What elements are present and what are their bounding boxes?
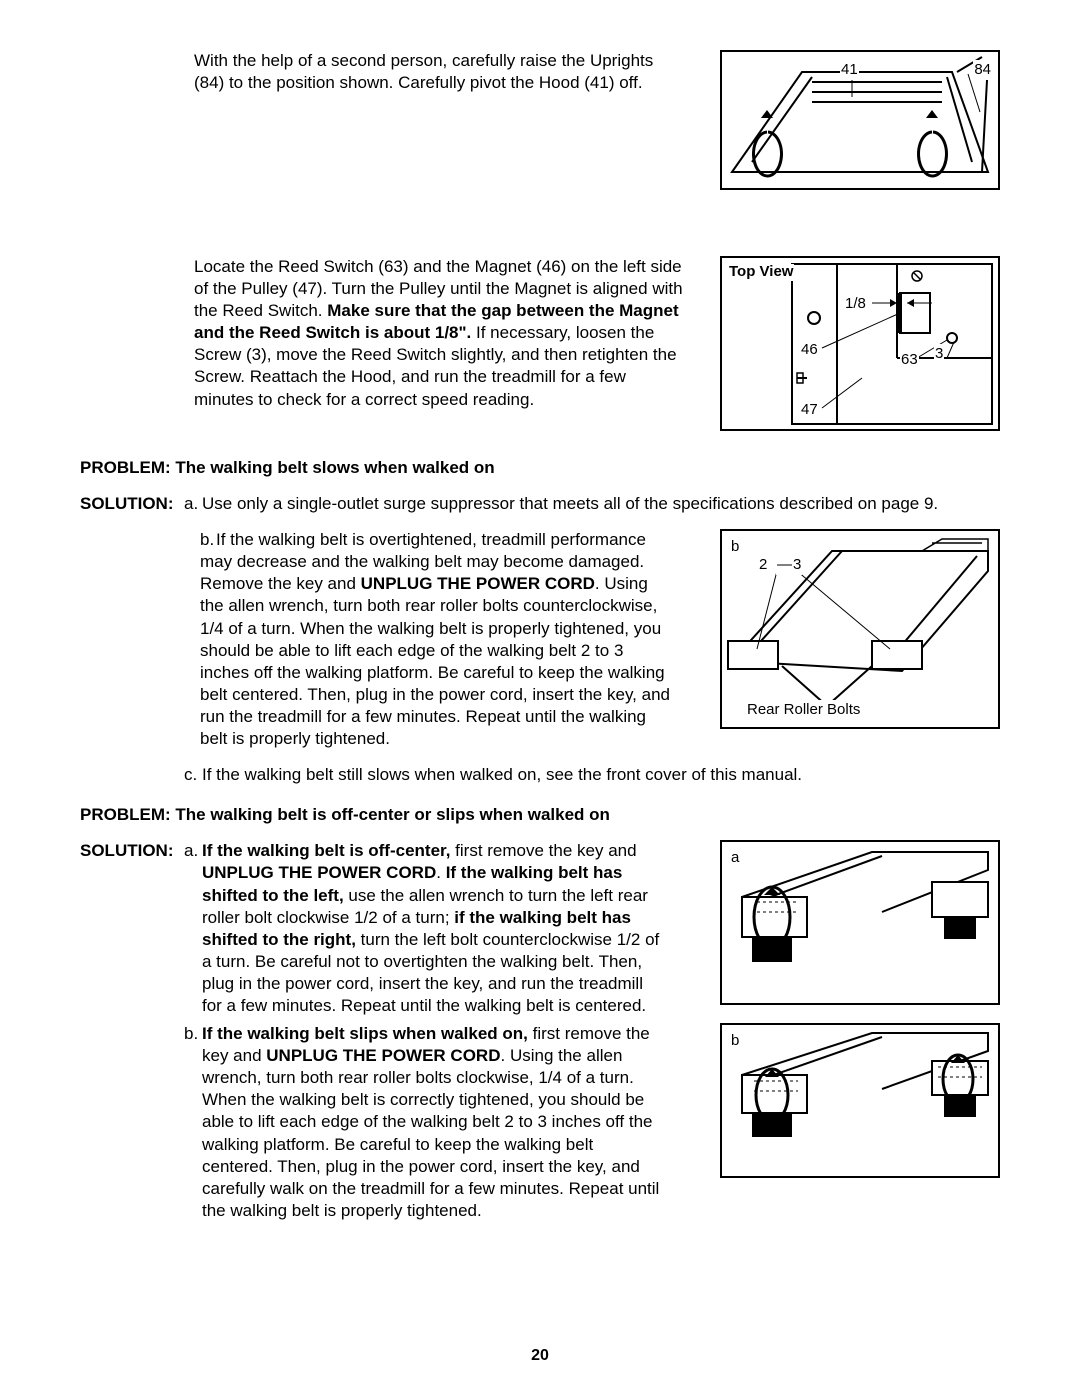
page-number: 20 bbox=[0, 1346, 1080, 1367]
figb-caption: Rear Roller Bolts bbox=[746, 700, 861, 720]
sol1b-bold: UNPLUG THE POWER CORD bbox=[361, 574, 595, 593]
sol2a-letter: a. bbox=[184, 840, 202, 862]
figa2-a: a bbox=[730, 848, 740, 868]
sol1a-text: Use only a single-outlet surge suppresso… bbox=[202, 493, 1000, 515]
solution-1c-row: c. If the walking belt still slows when … bbox=[80, 764, 1000, 786]
sol2b-t2: . Using the allen wrench, turn both rear… bbox=[202, 1046, 659, 1220]
solution-2b-row: b. If the walking belt slips when walked… bbox=[80, 1023, 1000, 1222]
lbl-63: 63 bbox=[900, 350, 919, 370]
figure-hood: 41 84 bbox=[720, 50, 1000, 190]
solution-label-2: SOLUTION: bbox=[80, 840, 184, 862]
figb-3: 3 bbox=[792, 555, 802, 575]
lbl-top-view: Top View bbox=[728, 264, 794, 281]
block-uprights: With the help of a second person, carefu… bbox=[80, 50, 1000, 190]
problem-2: PROBLEM: The walking belt is off-center … bbox=[80, 804, 1000, 826]
figure-a-offcenter: a bbox=[720, 840, 1000, 1005]
sol2b-para: If the walking belt slips when walked on… bbox=[202, 1023, 662, 1222]
sol1c-letter: c. bbox=[184, 764, 202, 786]
solution-label: SOLUTION: bbox=[80, 493, 184, 515]
sol2b-letter: b. bbox=[184, 1023, 202, 1045]
sol2a-t2: . bbox=[436, 863, 445, 882]
figb-2: 2 bbox=[758, 555, 768, 575]
manual-page: With the help of a second person, carefu… bbox=[0, 0, 1080, 1397]
sol1a-letter: a. bbox=[184, 493, 202, 515]
sol2a-b1: If the walking belt is off-center, bbox=[202, 841, 450, 860]
sol1b-letter: b. bbox=[200, 529, 216, 551]
figure-top-view: Top View 1/8 46 47 63 3 bbox=[720, 256, 1000, 431]
block-reed-switch: Locate the Reed Switch (63) and the Magn… bbox=[80, 256, 1000, 431]
solution-1a: SOLUTION: a. Use only a single-outlet su… bbox=[80, 493, 1000, 515]
lbl-46: 46 bbox=[800, 340, 819, 360]
figb-b: b bbox=[730, 537, 740, 557]
solution-1b-row: b.If the walking belt is overtightened, … bbox=[80, 529, 1000, 750]
lbl-47: 47 bbox=[800, 400, 819, 420]
figure-b-slips: b bbox=[720, 1023, 1000, 1178]
lbl-3: 3 bbox=[934, 344, 944, 364]
solution-2a-row: SOLUTION: a. If the walking belt is off-… bbox=[80, 840, 1000, 1017]
text-reed: Locate the Reed Switch (63) and the Magn… bbox=[194, 256, 684, 411]
sol1b-para: b.If the walking belt is overtightened, … bbox=[200, 529, 675, 750]
figb2-b: b bbox=[730, 1031, 740, 1051]
text-uprights: With the help of a second person, carefu… bbox=[194, 50, 684, 94]
problem-1: PROBLEM: The walking belt slows when wal… bbox=[80, 457, 1000, 479]
lbl-84: 84 bbox=[973, 60, 992, 80]
figure-rear-roller: b 2 — 3 Rear Roller Bolts bbox=[720, 529, 1000, 729]
sol1b-t2: . Using the allen wrench, turn both rear… bbox=[200, 574, 670, 748]
p1: With the help of a second person, carefu… bbox=[194, 51, 653, 92]
lbl-18: 1/8 bbox=[844, 294, 867, 314]
sol2a-para: If the walking belt is off-center, first… bbox=[202, 840, 662, 1017]
sol2b-b2: UNPLUG THE POWER CORD bbox=[266, 1046, 500, 1065]
sol2b-b1: If the walking belt slips when walked on… bbox=[202, 1024, 528, 1043]
sol2a-t1: first remove the key and bbox=[450, 841, 636, 860]
sol2a-b2: UNPLUG THE POWER CORD bbox=[202, 863, 436, 882]
lbl-41: 41 bbox=[840, 60, 859, 80]
sol1c-text: If the walking belt still slows when wal… bbox=[202, 764, 1000, 786]
